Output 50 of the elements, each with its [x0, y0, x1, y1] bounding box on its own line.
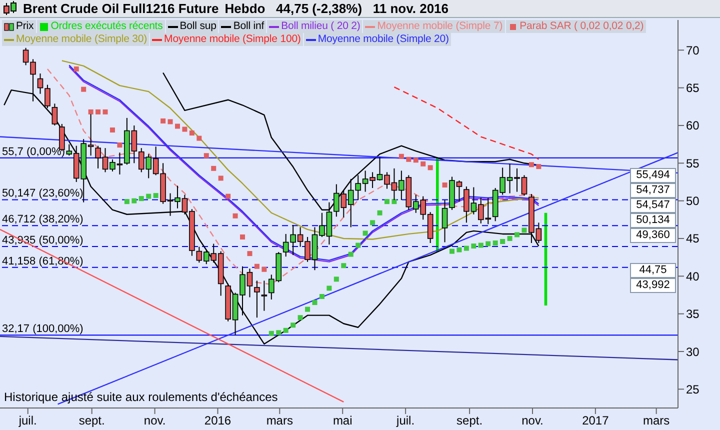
candlestick — [261, 280, 268, 312]
legend-label: Moyenne mobile (Simple 20) — [318, 33, 449, 46]
x-tick-label: sept. — [78, 414, 105, 428]
y-tick-label: 30 — [686, 344, 700, 359]
x-tick-label: nov. — [144, 414, 166, 428]
annotation: 43,992 — [630, 278, 676, 293]
ref-line-label: 32,17 (100,00%) — [2, 323, 84, 336]
ref-line-label: 50,147 (23,60%) — [2, 188, 84, 200]
annotation: 55,494 — [630, 168, 676, 183]
candlestick — [254, 280, 260, 318]
x-tick-label: juil. — [396, 414, 415, 428]
x-tick-label: juil. — [18, 414, 37, 428]
legend-label: Boll milieu ( 20 2) — [281, 20, 360, 33]
x-tick-label: 2016 — [204, 414, 232, 428]
y-tick-label: 40 — [686, 269, 700, 284]
annotation: 49,360 — [630, 228, 676, 243]
candlestick — [37, 72, 44, 94]
annotation: 50,134 — [630, 213, 676, 228]
y-tick-label: 60 — [686, 118, 700, 133]
y-tick-label: 45 — [686, 232, 700, 246]
legend-label: Moyenne mobile (Simple 100) — [164, 33, 301, 46]
candlestick — [52, 103, 58, 126]
legend-label: Parab SAR ( 0,02 0,02 0,2) — [520, 20, 644, 33]
annotation: 44,75 — [630, 263, 676, 278]
x-tick-label: mai — [332, 414, 352, 428]
chart-title: Brent Crude Oil Full1216 Future — [23, 1, 219, 16]
chart-subtitle: Hebdo 44,75 (-2,38%) 11 nov. 2016 — [224, 1, 449, 16]
x-tick-label: 2017 — [582, 414, 610, 428]
x-tick-label: nov. — [522, 414, 544, 428]
y-tick-label: 50 — [686, 194, 700, 208]
legend-label: Moyenne mobile (Simple 7) — [377, 20, 503, 33]
legend-label: Prix — [16, 20, 34, 33]
annotation: 54,547 — [630, 198, 676, 213]
candlestick — [442, 200, 448, 243]
legend-label: Boll sup — [180, 20, 216, 33]
legend-label: Ordres exécutés récents — [50, 20, 163, 33]
annotation: 54,737 — [630, 183, 676, 198]
ref-line-label: 55,7 (0,00%) — [2, 146, 65, 158]
x-tick-label: mars — [642, 414, 670, 428]
y-tick-label: 25 — [686, 382, 700, 396]
line-series — [394, 86, 540, 160]
y-tick-label: 70 — [686, 43, 700, 58]
y-tick-label: 55 — [686, 156, 700, 170]
legend-label: Boll inf — [233, 20, 264, 33]
x-tick-label: mars — [266, 414, 293, 428]
y-tick-label: 35 — [686, 307, 700, 322]
y-tick-label: 65 — [686, 81, 700, 96]
legend-label: Moyenne mobile (Simple 30) — [16, 33, 148, 46]
ref-line-label: 46,712 (38,20%) — [2, 214, 84, 226]
x-tick-label: sept. — [456, 414, 483, 428]
